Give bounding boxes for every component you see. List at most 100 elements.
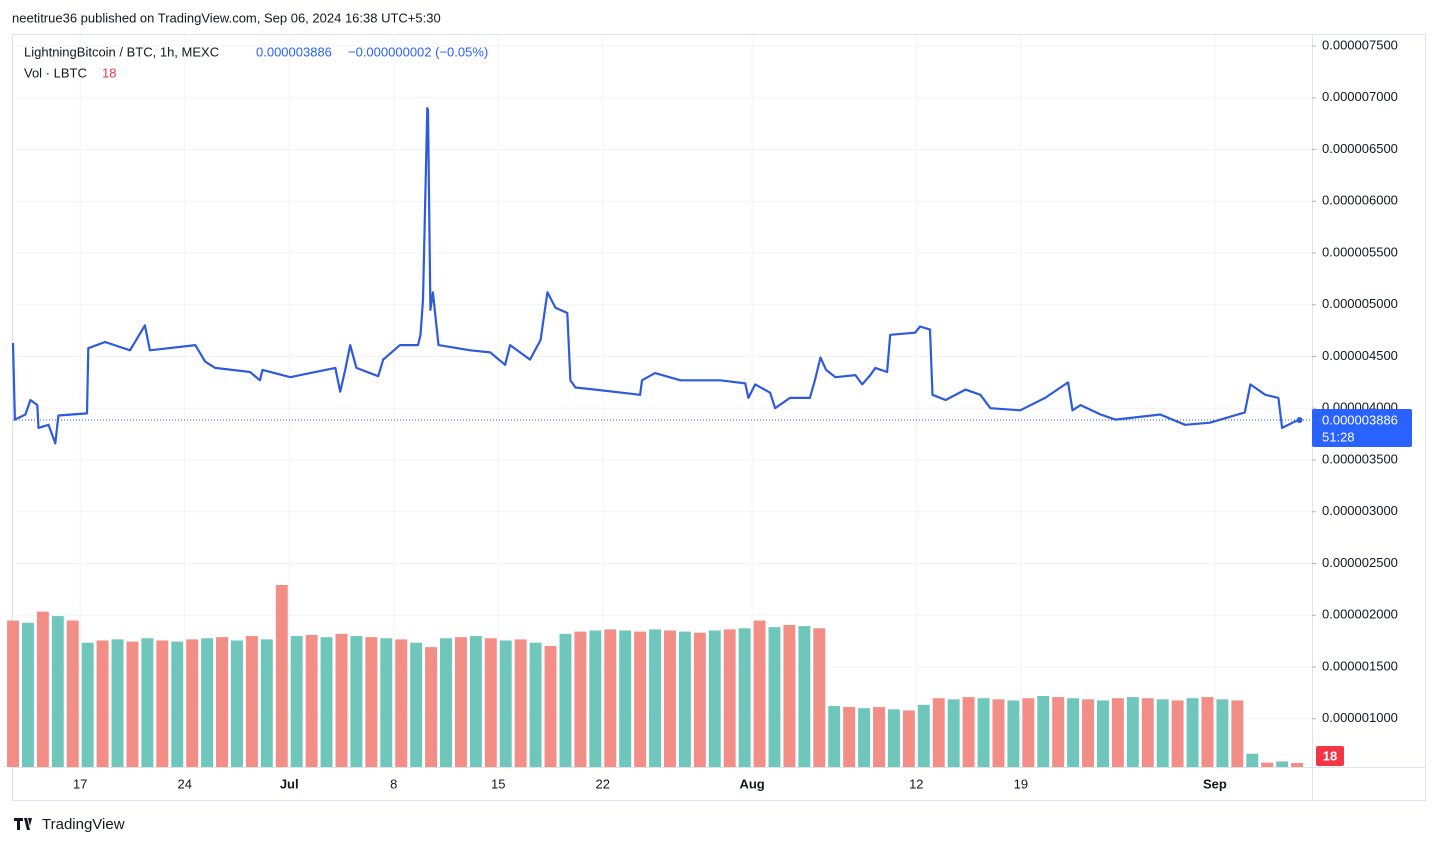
last-point (1296, 417, 1303, 424)
volume-bar (36, 611, 49, 767)
volume-bar (216, 637, 229, 767)
volume-bar (350, 636, 363, 767)
y-tick-label: 0.000003000 (1322, 503, 1398, 518)
grid (13, 35, 1312, 767)
volume-bar (843, 707, 856, 767)
volume-badge-label: 18 (1323, 748, 1337, 763)
y-tick-label: 0.000001500 (1322, 658, 1398, 673)
y-tick-label: 0.000002000 (1322, 607, 1398, 622)
volume-bar (574, 631, 587, 767)
volume-bar (783, 624, 796, 767)
x-tick-label: 19 (1014, 776, 1028, 791)
volume-bar (335, 633, 348, 767)
volume-bar (798, 626, 811, 767)
volume-bar (141, 638, 154, 767)
y-tick-label: 0.000006000 (1322, 193, 1398, 208)
footer: TradingView (42, 816, 125, 833)
volume-bar (7, 620, 19, 767)
volume-bar (21, 622, 34, 767)
volume-bar (469, 636, 482, 767)
volume-bar (126, 641, 139, 767)
x-tick-label: 8 (390, 776, 397, 791)
volume-bar (66, 620, 79, 767)
x-tick-label: 15 (491, 776, 505, 791)
volume-bar (1231, 700, 1244, 767)
volume-bar (96, 640, 109, 767)
volume-bar (589, 630, 602, 767)
volume-bar (932, 698, 945, 767)
volume-bar (1082, 699, 1095, 767)
volume-bar (529, 642, 542, 767)
x-tick-label: Sep (1203, 776, 1227, 791)
volume-bar (559, 633, 572, 767)
volume-bar (201, 638, 214, 767)
volume-bar (619, 630, 632, 767)
x-tick-label: 12 (909, 776, 923, 791)
x-tick-label: 22 (596, 776, 610, 791)
attribution: neetitrue36 published on TradingView.com… (12, 10, 441, 25)
volume-bar (1201, 697, 1214, 767)
volume-bar (1261, 762, 1274, 767)
header-change: −0.000000002 (−0.05%) (348, 44, 488, 59)
volume-bar (634, 631, 647, 767)
y-tick-label: 0.000003500 (1322, 451, 1398, 466)
volume-bar (738, 628, 751, 767)
volume-bar (1156, 699, 1169, 767)
last-price-label: 0.000003886 (1322, 412, 1398, 427)
volume-bar (917, 704, 930, 767)
volume-bar (440, 638, 452, 767)
y-tick-label: 0.000001000 (1322, 710, 1398, 725)
volume-bar (1037, 695, 1050, 767)
volume-bar (171, 641, 184, 767)
volume-bar (410, 642, 423, 767)
volume-bar (753, 620, 766, 767)
volume-bar (1141, 698, 1154, 767)
volume-bar (1096, 700, 1109, 767)
volume-bar (873, 707, 885, 767)
volume-bar (768, 627, 781, 767)
y-tick-label: 0.000004500 (1322, 348, 1398, 363)
volume-bar (290, 636, 303, 767)
volume-bar (111, 639, 124, 767)
header-volume: 18 (102, 65, 116, 80)
volume-bar (962, 697, 975, 767)
volume-bar (649, 629, 662, 767)
volume-bar (1216, 699, 1229, 767)
y-tick-label: 0.000006500 (1322, 141, 1398, 156)
volume-bar (992, 699, 1005, 767)
volume-bar (186, 639, 199, 767)
volume-bar (1111, 698, 1124, 767)
price-pane (11, 107, 1312, 445)
price-line (11, 107, 1300, 445)
volume-bar (365, 637, 378, 767)
volume-bar (425, 647, 438, 767)
volume-bar (230, 640, 243, 767)
chart-title: LightningBitcoin / BTC, 1h, MEXC (24, 44, 219, 59)
volume-bar (1171, 700, 1184, 767)
volume-bar (858, 708, 871, 767)
volume-bar (693, 632, 706, 767)
volume-bar (902, 710, 915, 767)
volume-bar (320, 637, 333, 767)
volume-bar (245, 636, 258, 767)
volume-bar (1007, 700, 1020, 767)
volume-bar (708, 630, 721, 767)
volume-bar (81, 642, 94, 767)
volume-bar (484, 638, 497, 767)
volume-bar (1276, 761, 1289, 767)
y-tick-label: 0.000005500 (1322, 244, 1398, 259)
last-price-badge (1312, 409, 1412, 448)
x-tick-label: Aug (739, 776, 764, 791)
y-tick-label: 0.000007500 (1322, 37, 1398, 52)
volume-bar (604, 629, 617, 767)
volume-bar (977, 698, 990, 767)
x-tick-label: 24 (177, 776, 191, 791)
volume-bar (156, 640, 169, 767)
volume-badge (1316, 746, 1344, 766)
header-price: 0.000003886 (256, 44, 332, 59)
volume-bar (1246, 753, 1259, 767)
volume-bar (678, 631, 691, 767)
countdown: 51:28 (1322, 429, 1355, 444)
